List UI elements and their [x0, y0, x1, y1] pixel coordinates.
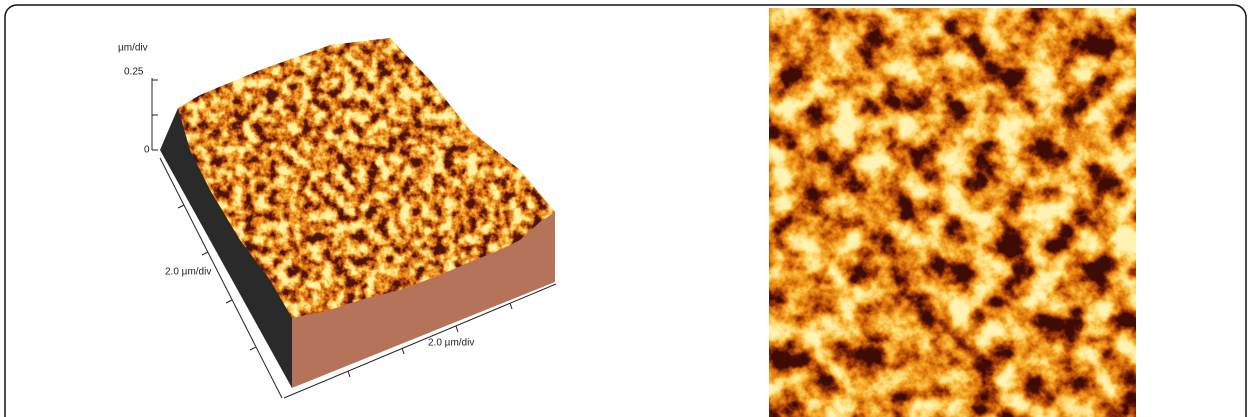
z-tick-label: 0.25 — [124, 67, 144, 78]
z-tick-label: 0 — [144, 145, 150, 156]
left-axis-label: 2.0 µm/div — [165, 267, 211, 278]
figure: µm/div 0.25 0 2.0 µm/div 2.0 µm/div — [0, 0, 1251, 417]
bottom-axis-label: 2.0 µm/div — [428, 338, 474, 349]
surface-plot: µm/div 0.25 0 2.0 µm/div 2.0 µm/div — [118, 38, 556, 398]
afm-image — [769, 8, 1136, 417]
z-unit: µm/div — [118, 43, 148, 54]
